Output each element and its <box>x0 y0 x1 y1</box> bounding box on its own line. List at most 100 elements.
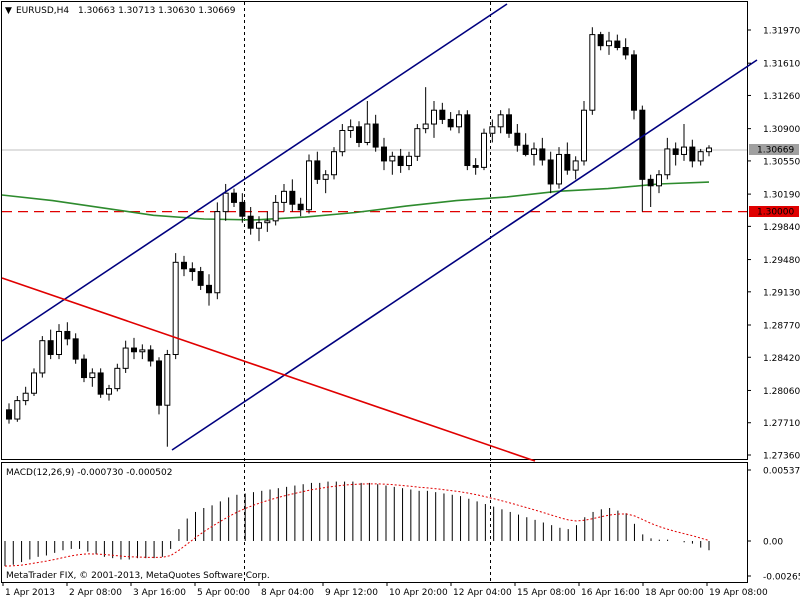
candle <box>347 119 354 138</box>
candle-body-bear <box>522 144 529 155</box>
candle <box>281 183 287 212</box>
candle-body-bear <box>97 372 104 395</box>
candle <box>506 108 512 138</box>
candle-body-bull <box>172 261 179 356</box>
current-price-tag: 1.30669 <box>757 146 794 156</box>
candle <box>306 154 312 214</box>
candle-body-bear <box>47 340 54 356</box>
candle <box>331 147 337 180</box>
candle-body-bull <box>339 129 346 153</box>
candle-body-bull <box>664 148 671 176</box>
candle-body-bull <box>89 372 96 379</box>
candle <box>564 142 571 175</box>
price-tick-label: 1.30550 <box>763 157 800 167</box>
red-trend-line <box>1 277 536 462</box>
candle <box>389 151 396 175</box>
current-price-tag-bg <box>749 144 799 155</box>
candle-body-bear <box>131 347 137 353</box>
candle-body-bear <box>239 201 246 217</box>
time-axis: 1 Apr 2013 2 Apr 08:00 3 Apr 16:00 5 Apr 00… <box>2 582 768 598</box>
candle <box>256 216 262 242</box>
candle-body-bear <box>64 330 71 340</box>
candle <box>64 322 71 346</box>
candle <box>689 139 696 168</box>
candle-body-bear <box>464 114 471 167</box>
candle-body-bull <box>331 151 337 176</box>
candle <box>356 121 362 148</box>
candle-body-bear <box>639 109 646 180</box>
candle-body-bull <box>531 148 537 155</box>
candle-body-bull <box>697 151 704 162</box>
time-tick-label: 16 Apr 16:00 <box>581 588 640 598</box>
candle <box>606 31 612 55</box>
candle <box>39 336 46 378</box>
candle <box>322 170 329 194</box>
candle <box>431 100 437 138</box>
candle-body-bear <box>372 123 379 148</box>
candle <box>122 340 129 373</box>
candle <box>247 207 254 235</box>
candle <box>181 255 187 277</box>
candle-body-bear <box>547 159 554 185</box>
candle-body-bear <box>614 40 621 49</box>
macd-plot-frame <box>1 462 748 583</box>
candle <box>381 137 387 171</box>
price-tick-label: 1.29130 <box>763 288 800 298</box>
candle <box>81 354 87 383</box>
candle-body-bull <box>39 340 46 374</box>
candle-body-bull <box>422 123 429 130</box>
price-tick-label: 1.27360 <box>763 452 800 462</box>
candle <box>514 124 521 152</box>
candle-body-bear <box>156 360 162 406</box>
candle <box>206 274 212 306</box>
candle <box>197 266 204 290</box>
candle <box>406 151 412 171</box>
candle-body-bear <box>689 146 696 162</box>
candle-body-bull <box>139 349 146 353</box>
candle-body-bull <box>364 123 371 143</box>
candle <box>31 368 37 396</box>
candle <box>531 142 537 166</box>
candle-body-bear <box>672 148 679 155</box>
price-tick-label: 1.28420 <box>763 354 800 364</box>
candle <box>572 156 579 180</box>
candle-body-bull <box>264 220 271 224</box>
candle-body-bull <box>456 114 462 128</box>
candle-body-bear <box>297 203 304 211</box>
candle <box>581 100 587 166</box>
candle-body-bear <box>447 118 454 128</box>
candle-body-bear <box>439 109 446 120</box>
candle-body-bear <box>472 165 479 168</box>
candle <box>264 211 271 232</box>
time-tick-label: 5 Apr 00:00 <box>197 588 250 598</box>
candle-body-bull <box>281 190 287 203</box>
candle <box>364 100 371 146</box>
candle <box>214 202 221 300</box>
candle-body-bear <box>631 54 637 111</box>
time-tick-label: 15 Apr 08:00 <box>517 588 576 598</box>
candle <box>114 363 121 392</box>
candle <box>556 147 562 189</box>
candle <box>56 324 62 360</box>
candle <box>697 148 704 166</box>
candle-body-bear <box>6 409 12 420</box>
macd-signal-line <box>4 483 710 567</box>
price-tick-label: 1.28770 <box>763 322 800 332</box>
candle-body-bear <box>514 132 521 146</box>
candle <box>647 174 654 208</box>
candle <box>239 193 246 223</box>
time-tick-label: 10 Apr 20:00 <box>389 588 448 598</box>
candle-body-bull <box>214 211 221 294</box>
macd-label: MACD(12,26,9) -0.000730 -0.000502 <box>6 468 172 478</box>
channel-upper-line <box>1 3 508 342</box>
candle-body-bear <box>539 148 546 161</box>
price-tick-label: 1.30900 <box>763 125 800 135</box>
price-tick-label: 1.30190 <box>763 191 800 201</box>
candle <box>189 262 196 281</box>
candle <box>672 142 679 166</box>
candle-body-bull <box>572 160 579 171</box>
candle-body-bear <box>506 114 512 134</box>
candle <box>447 112 454 131</box>
candle-body-bull <box>56 330 62 356</box>
candle-body-bull <box>222 192 229 213</box>
